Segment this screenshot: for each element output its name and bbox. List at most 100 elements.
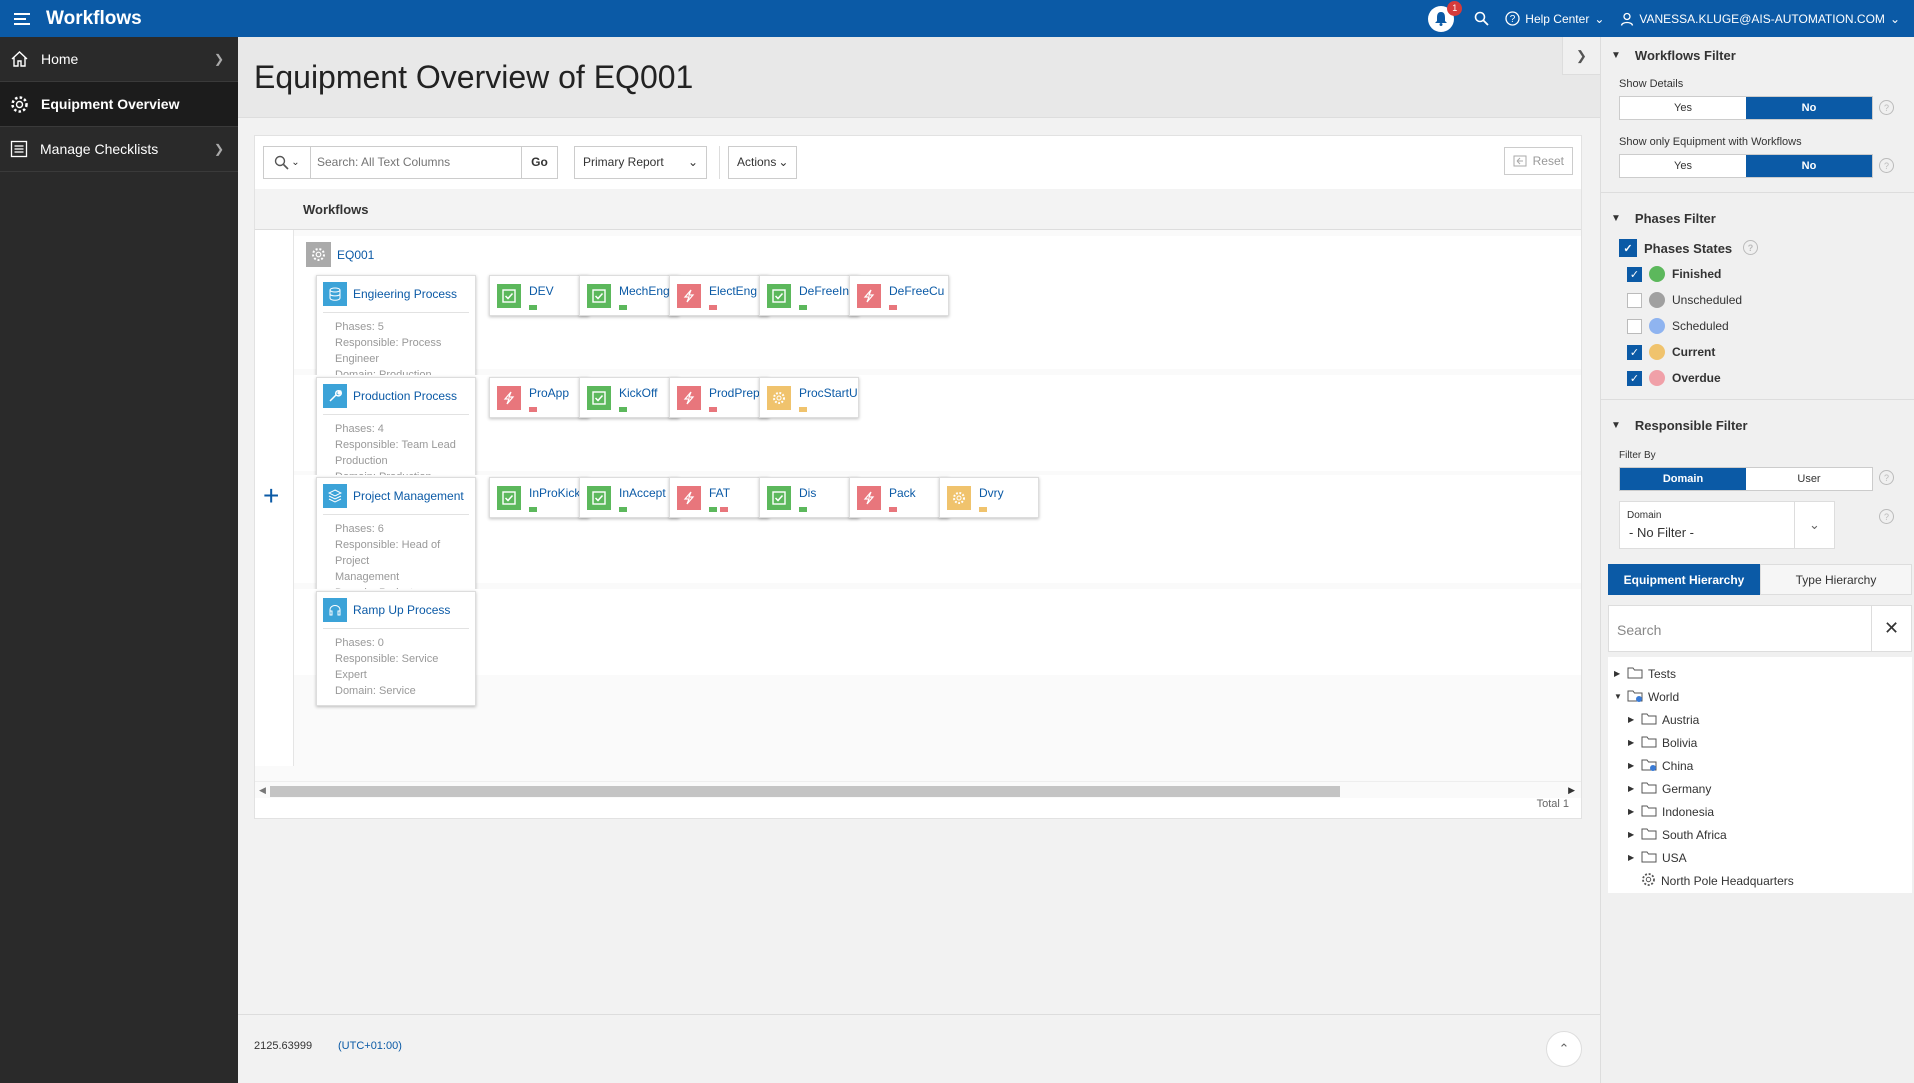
scroll-to-top-button[interactable]: ⌃ bbox=[1546, 1031, 1582, 1067]
notifications-button[interactable]: 1 bbox=[1428, 0, 1463, 32]
phase-card[interactable]: Dvry bbox=[939, 477, 1039, 518]
tree-node[interactable]: ▶ Tests bbox=[1608, 662, 1912, 685]
scrollbar-thumb[interactable] bbox=[270, 786, 1340, 797]
tree-node[interactable]: ▶ Bolivia bbox=[1608, 731, 1912, 754]
caret-right-icon[interactable]: ▶ bbox=[1628, 830, 1635, 839]
search-icon[interactable] bbox=[1474, 11, 1489, 26]
phase-name: Pack bbox=[889, 486, 916, 500]
nav-item-home[interactable]: Home ❯ bbox=[0, 37, 238, 82]
workflow-name[interactable]: Engieering Process bbox=[353, 287, 458, 301]
horizontal-scrollbar[interactable]: ◀ ▶ bbox=[255, 781, 1581, 798]
tab-type-hierarchy[interactable]: Type Hierarchy bbox=[1760, 564, 1912, 595]
tab-equipment-hierarchy[interactable]: Equipment Hierarchy bbox=[1608, 564, 1760, 595]
tree-node[interactable]: ▼ World bbox=[1608, 685, 1912, 708]
phase-state-checkbox-unscheduled[interactable]: Unscheduled bbox=[1601, 287, 1914, 313]
help-icon[interactable]: ? bbox=[1879, 509, 1894, 524]
phase-card[interactable]: ElectEng bbox=[669, 275, 769, 316]
caret-right-icon[interactable]: ▶ bbox=[1614, 669, 1621, 678]
column-header-workflows[interactable]: Workflows bbox=[303, 202, 369, 217]
help-icon[interactable]: ? bbox=[1879, 158, 1894, 173]
app-title[interactable]: Workflows bbox=[46, 7, 142, 29]
scroll-left-icon[interactable]: ◀ bbox=[259, 785, 266, 795]
caret-down-icon: ▼ bbox=[1611, 49, 1621, 61]
workflow-card[interactable]: Engieering Process Phases: 5 Responsible: … bbox=[316, 275, 476, 390]
tree-node[interactable]: ▶ Austria bbox=[1608, 708, 1912, 731]
go-button[interactable]: Go bbox=[521, 146, 557, 178]
show-only-no[interactable]: No bbox=[1746, 155, 1872, 177]
nav-item-equipment-overview[interactable]: Equipment Overview bbox=[0, 82, 238, 127]
checkbox-icon: ✓ bbox=[1627, 266, 1642, 282]
phase-card[interactable]: InProKick bbox=[489, 477, 589, 518]
clear-search-button[interactable]: ✕ bbox=[1871, 606, 1911, 651]
phase-card[interactable]: DeFreeCu bbox=[849, 275, 949, 316]
phase-state-checkbox-finished[interactable]: ✓ Finished bbox=[1601, 261, 1914, 287]
phase-card[interactable]: Pack bbox=[849, 477, 949, 518]
nav-item-manage-checklists[interactable]: Manage Checklists ❯ bbox=[0, 127, 238, 172]
phase-card[interactable]: FAT bbox=[669, 477, 769, 518]
caret-right-icon[interactable]: ▶ bbox=[1628, 784, 1635, 793]
tree-node[interactable]: ▶ Germany bbox=[1608, 777, 1912, 800]
phase-card[interactable]: ProdPrep bbox=[669, 377, 769, 418]
domain-select[interactable]: Domain - No Filter - ⌄ bbox=[1619, 501, 1835, 549]
responsible-filter-header[interactable]: ▼ Responsible Filter bbox=[1601, 408, 1914, 442]
search-column-button[interactable]: ⌄ bbox=[264, 146, 311, 178]
caret-right-icon[interactable]: ▶ bbox=[1628, 807, 1635, 816]
filter-by-user[interactable]: User bbox=[1797, 473, 1821, 485]
caret-right-icon[interactable]: ▶ bbox=[1628, 715, 1635, 724]
phases-filter-header[interactable]: ▼ Phases Filter bbox=[1601, 201, 1914, 235]
workflow-name[interactable]: Production Process bbox=[353, 389, 458, 403]
phase-card[interactable]: ProcStartUp bbox=[759, 377, 859, 418]
help-icon[interactable]: ? bbox=[1879, 100, 1894, 115]
phase-state-checkbox-overdue[interactable]: ✓ Overdue bbox=[1601, 365, 1914, 391]
actions-menu-button[interactable]: Actions ⌄ bbox=[728, 145, 798, 179]
search-input[interactable] bbox=[311, 146, 521, 178]
workflow-name[interactable]: Ramp Up Process bbox=[353, 603, 451, 617]
show-details-yes[interactable]: Yes bbox=[1674, 102, 1692, 114]
phase-card[interactable]: KickOff bbox=[579, 377, 679, 418]
equipment-link[interactable]: EQ001 bbox=[337, 247, 375, 262]
tree-node[interactable]: ▶ South Africa bbox=[1608, 823, 1912, 846]
menu-toggle-button[interactable] bbox=[8, 5, 36, 33]
scroll-right-icon[interactable]: ▶ bbox=[1568, 785, 1575, 795]
filter-by-domain[interactable]: Domain bbox=[1620, 468, 1746, 490]
tree-node[interactable]: ▶ USA bbox=[1608, 846, 1912, 869]
user-menu[interactable]: VANESSA.KLUGE@AIS-AUTOMATION.COM ⌄ bbox=[1620, 12, 1900, 26]
workflow-name[interactable]: Project Management bbox=[353, 489, 464, 503]
show-details-toggle[interactable]: Yes No bbox=[1619, 96, 1873, 120]
expand-panel-button[interactable]: ❯ bbox=[1562, 37, 1600, 75]
show-only-yes[interactable]: Yes bbox=[1674, 160, 1692, 172]
report-select[interactable]: Primary Report ⌄ bbox=[574, 145, 707, 179]
tree-node-label: Indonesia bbox=[1662, 804, 1715, 819]
reset-button[interactable]: Reset bbox=[1503, 147, 1573, 175]
phase-card[interactable]: DEV bbox=[489, 275, 589, 316]
filter-by-toggle[interactable]: Domain User bbox=[1619, 467, 1873, 491]
caret-right-icon[interactable]: ▶ bbox=[1628, 853, 1635, 862]
caret-right-icon[interactable]: ▶ bbox=[1628, 738, 1635, 747]
workflow-card[interactable]: Production Process Phases: 4 Responsible: … bbox=[316, 377, 476, 492]
caret-down-icon[interactable]: ▼ bbox=[1614, 692, 1622, 701]
tree-search-input[interactable]: Search ✕ bbox=[1608, 605, 1912, 652]
caret-right-icon[interactable]: ▶ bbox=[1628, 761, 1635, 770]
help-icon[interactable]: ? bbox=[1879, 470, 1894, 485]
phase-state-checkbox-scheduled[interactable]: Scheduled bbox=[1601, 313, 1914, 339]
tree-node[interactable]: ▶ China bbox=[1608, 754, 1912, 777]
phase-card[interactable]: InAccept bbox=[579, 477, 679, 518]
phase-card[interactable]: ProApp bbox=[489, 377, 589, 418]
phase-card[interactable]: DeFreeIn bbox=[759, 275, 859, 316]
workflow-card[interactable]: Ramp Up Process Phases: 0 Responsible: Ser… bbox=[316, 591, 476, 706]
equipment-row[interactable]: EQ001 bbox=[294, 236, 1581, 273]
add-icon[interactable]: + bbox=[263, 480, 280, 511]
phases-states-all-checkbox[interactable]: ✓ Phases States ? bbox=[1601, 235, 1914, 261]
phase-card[interactable]: MechEng bbox=[579, 275, 679, 316]
show-details-no[interactable]: No bbox=[1746, 97, 1872, 119]
phase-state-checkbox-current[interactable]: ✓ Current bbox=[1601, 339, 1914, 365]
workflows-filter-header[interactable]: ▼ Workflows Filter bbox=[1601, 38, 1914, 72]
tree-node[interactable]: ▶ Indonesia bbox=[1608, 800, 1912, 823]
tree-node[interactable]: North Pole Headquarters bbox=[1608, 869, 1912, 892]
show-only-toggle[interactable]: Yes No bbox=[1619, 154, 1873, 178]
phase-card[interactable]: Dis bbox=[759, 477, 859, 518]
timezone-link[interactable]: (UTC+01:00) bbox=[338, 1040, 402, 1052]
help-center-menu[interactable]: ? Help Center ⌄ bbox=[1505, 11, 1604, 26]
phase-name: ProApp bbox=[529, 386, 570, 400]
help-icon[interactable]: ? bbox=[1743, 240, 1758, 255]
